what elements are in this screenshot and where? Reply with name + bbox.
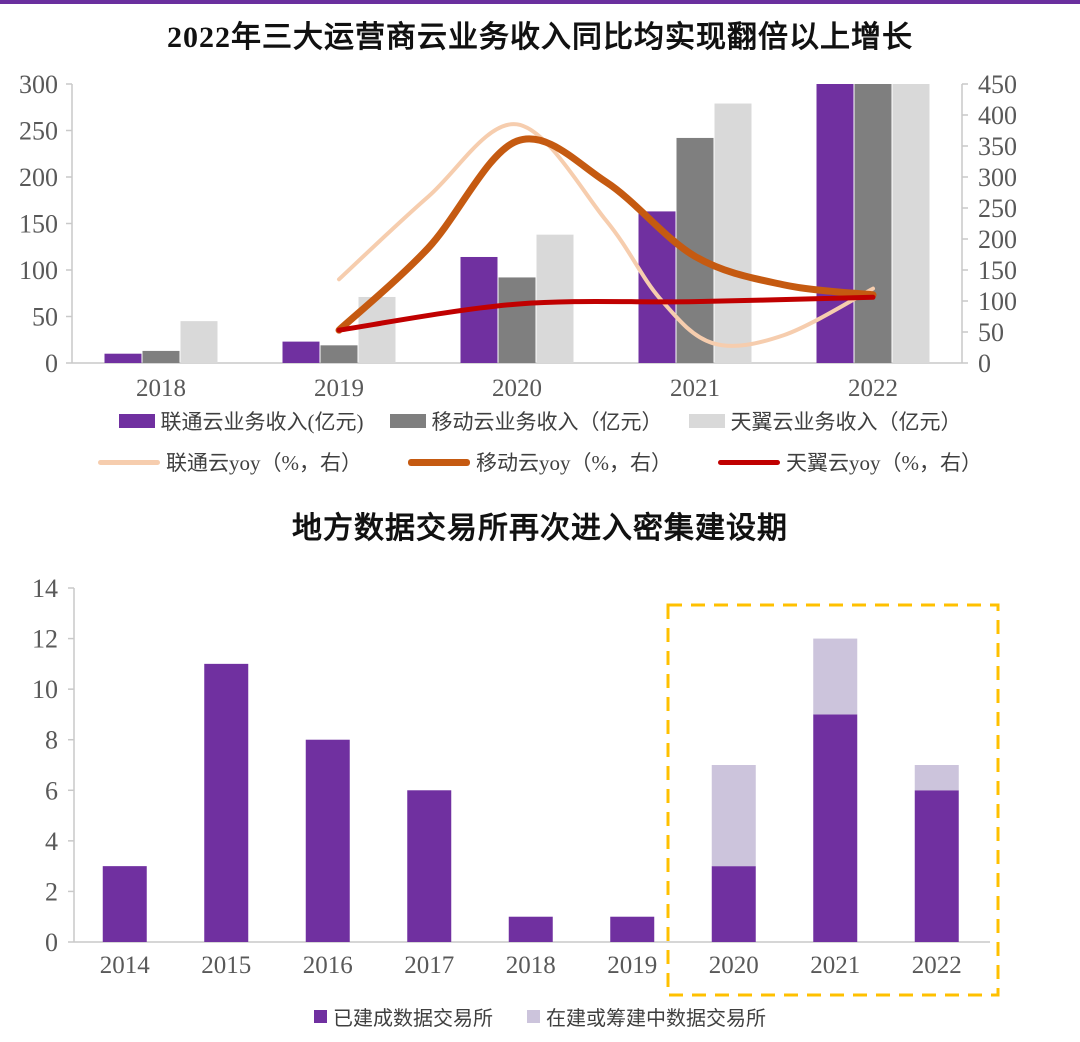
svg-text:350: 350 [978, 132, 1017, 161]
svg-text:50: 50 [32, 303, 58, 332]
legend-item-built-exchanges: 已建成数据交易所 [314, 1002, 493, 1031]
svg-text:2019: 2019 [314, 375, 364, 402]
legend-item-telecom-yoy: 天翼云yoy（%，右） [718, 447, 982, 477]
legend-label: 在建或筹建中数据交易所 [546, 1008, 766, 1030]
svg-text:12: 12 [32, 625, 58, 654]
svg-text:2018: 2018 [136, 375, 186, 402]
svg-text:100: 100 [978, 287, 1017, 316]
svg-text:300: 300 [978, 163, 1017, 192]
svg-text:2018: 2018 [506, 952, 556, 979]
mobile-yoy-line-swatch [408, 458, 470, 466]
legend-label: 已建成数据交易所 [333, 1008, 493, 1030]
chart2-title: 地方数据交易所再次进入密集建设期 [292, 512, 788, 545]
legend-label: 移动云业务收入（亿元） [431, 410, 663, 434]
svg-text:100: 100 [19, 256, 58, 285]
legend-label: 天翼云业务收入（亿元） [730, 410, 962, 434]
built-exchanges-swatch [314, 1010, 327, 1023]
legend-item-unicom-yoy: 联通云yoy（%，右） [98, 447, 362, 477]
top-border-rule [0, 0, 1080, 4]
legend-label: 联通云yoy（%，右） [166, 451, 362, 475]
svg-text:200: 200 [19, 163, 58, 192]
svg-text:2016: 2016 [303, 952, 353, 979]
legend-item-mobile-revenue: 移动云业务收入（亿元） [389, 406, 663, 436]
svg-text:200: 200 [978, 225, 1017, 254]
legend-label: 移动云yoy（%，右） [476, 451, 672, 475]
svg-text:2021: 2021 [810, 952, 860, 979]
unicom-yoy-line-swatch [98, 459, 160, 465]
svg-text:2022: 2022 [848, 375, 898, 402]
svg-text:2019: 2019 [607, 952, 657, 979]
legend-item-telecom-revenue: 天翼云业务收入（亿元） [688, 406, 962, 436]
data-exchanges-chart: 0 2 4 6 8 10 12 14 2014 2015 2016 2017 2018 2019 2020 2… [32, 574, 1000, 997]
chart2-legend: 已建成数据交易所 在建或筹建中数据交易所 [0, 1002, 1080, 1031]
svg-text:2: 2 [45, 877, 58, 906]
legend-item-mobile-yoy: 移动云yoy（%，右） [408, 447, 672, 477]
svg-text:8: 8 [45, 726, 58, 755]
planned-exchanges-swatch [527, 1010, 540, 1023]
legend-item-planned-exchanges: 在建或筹建中数据交易所 [527, 1002, 766, 1031]
svg-text:2020: 2020 [492, 375, 542, 402]
legend-label: 联通云业务收入(亿元) [160, 410, 364, 434]
svg-text:250: 250 [978, 194, 1017, 223]
legend-label: 天翼云yoy（%，右） [786, 451, 982, 475]
svg-text:150: 150 [19, 210, 58, 239]
svg-text:250: 250 [19, 117, 58, 146]
svg-text:2014: 2014 [100, 952, 151, 979]
chart1-bar-legend: 联通云业务收入(亿元) 移动云业务收入（亿元） 天翼云业务收入（亿元） [0, 406, 1080, 436]
svg-text:450: 450 [978, 70, 1017, 99]
operators-cloud-revenue-chart: 0501001502002503000501001502002503003504… [19, 70, 1017, 402]
svg-text:2022: 2022 [912, 952, 962, 979]
svg-text:400: 400 [978, 101, 1017, 130]
svg-text:2015: 2015 [201, 952, 251, 979]
legend-item-unicom-revenue: 联通云业务收入(亿元) [118, 406, 364, 436]
svg-text:2021: 2021 [670, 375, 720, 402]
telecom-yoy-line-swatch [718, 459, 780, 465]
svg-text:6: 6 [45, 776, 58, 805]
svg-text:0: 0 [45, 928, 58, 957]
chart1-title: 2022年三大运营商云业务收入同比均实现翻倍以上增长 [167, 21, 913, 54]
svg-text:50: 50 [978, 318, 1004, 347]
svg-text:150: 150 [978, 256, 1017, 285]
svg-text:10: 10 [32, 675, 58, 704]
svg-text:2017: 2017 [404, 952, 454, 979]
svg-text:0: 0 [45, 349, 58, 378]
unicom-bar-swatch [118, 414, 155, 428]
svg-text:4: 4 [45, 827, 58, 856]
mobile-bar-swatch [389, 414, 426, 428]
svg-text:0: 0 [978, 349, 991, 378]
chart1-line-legend: 联通云yoy（%，右） 移动云yoy（%，右） 天翼云yoy（%，右） [0, 447, 1080, 477]
telecom-bar-swatch [688, 414, 725, 428]
svg-text:300: 300 [19, 70, 58, 99]
svg-text:14: 14 [32, 574, 58, 603]
svg-text:2020: 2020 [709, 952, 759, 979]
